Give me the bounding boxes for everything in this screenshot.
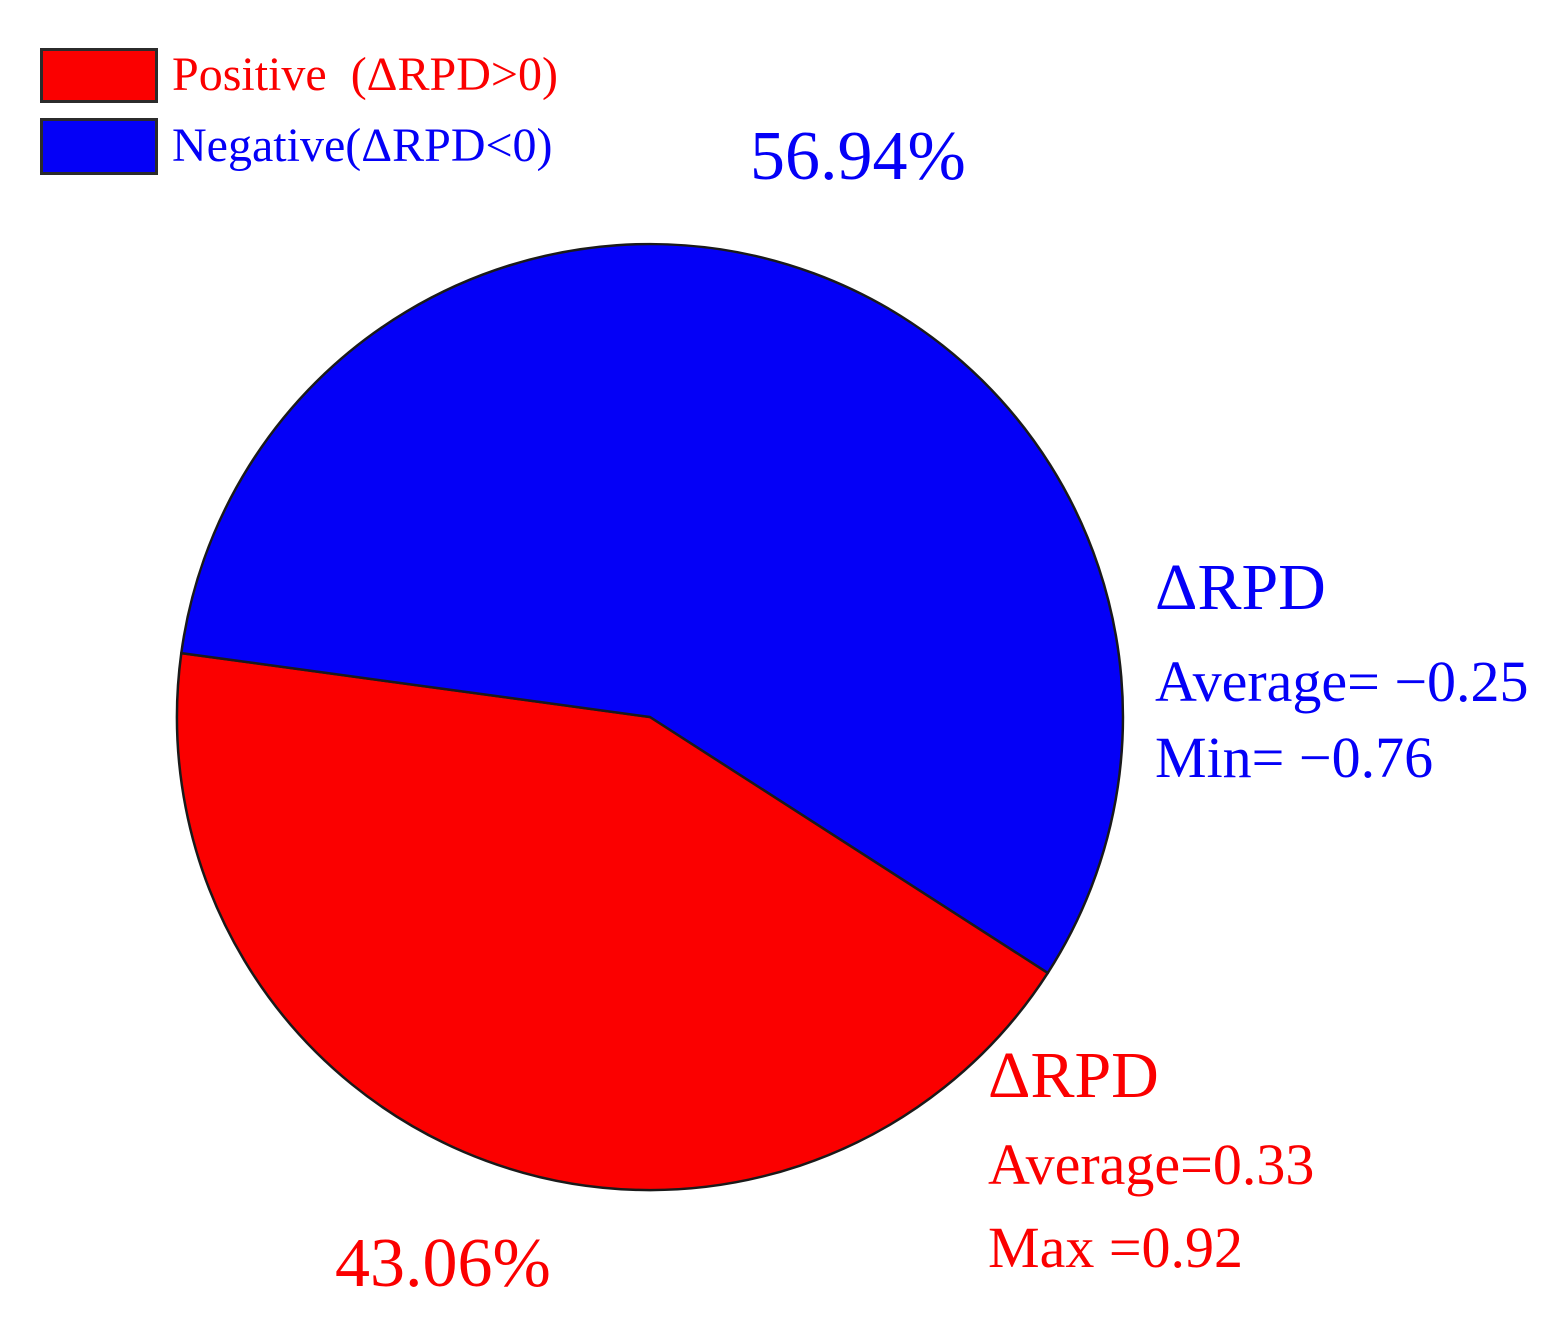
annotation-negative-min: Min= −0.76 (1155, 725, 1434, 790)
legend-swatch-negative (40, 118, 158, 175)
pie-slice-positive (175, 651, 1050, 1192)
annotation-negative-title: ΔRPD (1155, 551, 1326, 624)
annotation-positive-title: ΔRPD (988, 1039, 1159, 1112)
annotation-positive-average: Average=0.33 (988, 1132, 1315, 1197)
slice-percentage-positive: 43.06% (335, 1225, 551, 1302)
annotation-positive-max: Max =0.92 (988, 1215, 1244, 1280)
legend-label-positive: Positive (ΔRPD>0) (172, 48, 558, 101)
pie-slice-negative (180, 242, 1125, 975)
legend-swatch-positive (40, 48, 158, 103)
slice-percentage-negative: 56.94% (750, 118, 966, 195)
legend-label-negative: Negative(ΔRPD<0) (172, 119, 553, 172)
annotation-negative-average: Average= −0.25 (1155, 649, 1529, 714)
